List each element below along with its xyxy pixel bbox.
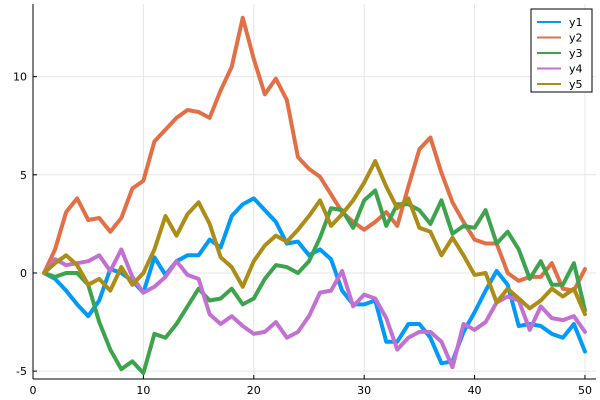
x-tick-label: 20 xyxy=(247,384,261,397)
legend-label-y4: y4 xyxy=(569,63,583,76)
x-tick-label: 50 xyxy=(578,384,592,397)
x-tick-label: 10 xyxy=(136,384,150,397)
y-axis: -5 0 5 10 xyxy=(13,4,37,379)
legend-label-y2: y2 xyxy=(569,32,583,45)
x-axis: 0 10 20 30 40 50 xyxy=(30,375,596,397)
x-tick-label: 40 xyxy=(468,384,482,397)
y-tick-label: 10 xyxy=(13,71,27,84)
x-tick-label: 0 xyxy=(30,384,37,397)
plot-series xyxy=(42,15,587,376)
series-line-y4 xyxy=(42,247,587,370)
legend: y1 y2 y3 y4 y5 xyxy=(530,8,593,93)
y-tick-label: 5 xyxy=(20,169,27,182)
legend-label-y1: y1 xyxy=(569,16,583,29)
legend-label-y5: y5 xyxy=(569,78,583,91)
series-line-y3 xyxy=(42,188,587,376)
series-line-y1 xyxy=(42,196,587,366)
legend-label-y3: y3 xyxy=(569,47,583,60)
y-tick-label: 0 xyxy=(20,267,27,280)
grid-lines xyxy=(32,4,596,379)
series-line-y5 xyxy=(42,159,587,317)
y-tick-label: -5 xyxy=(16,365,27,378)
x-tick-label: 30 xyxy=(357,384,371,397)
